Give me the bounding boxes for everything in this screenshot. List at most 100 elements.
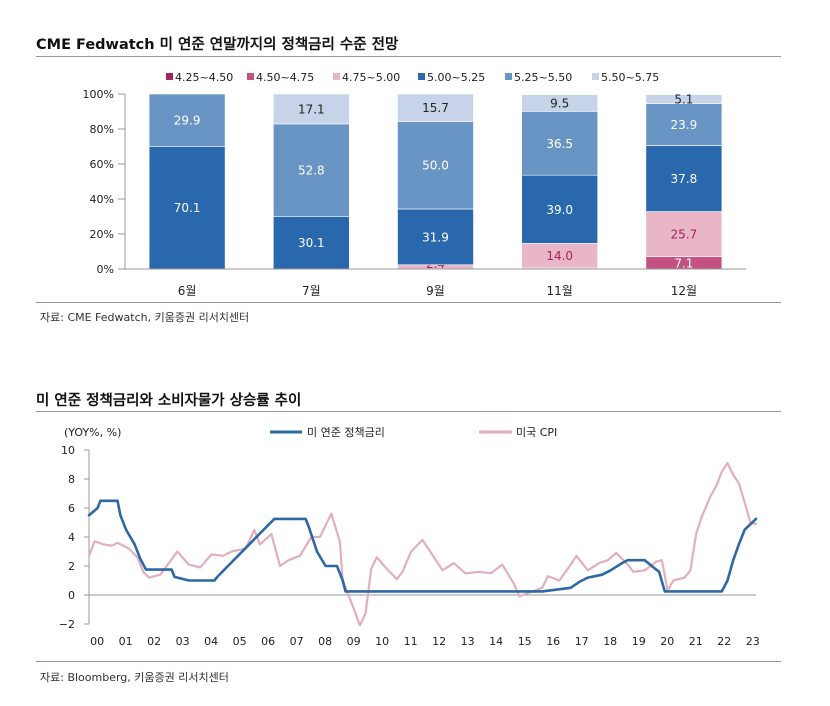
bar-data-label: 70.1 — [174, 201, 201, 215]
bar-data-label: 9.5 — [550, 97, 569, 111]
legend-swatch-3 — [333, 73, 340, 80]
bar-segment — [521, 174, 599, 244]
y-tick-label: 40% — [90, 193, 114, 206]
y-tick-label: 80% — [90, 123, 114, 136]
fed-rate-line — [87, 499, 758, 593]
x-tick-label: 11 — [404, 635, 418, 648]
x-tick-label: 10 — [375, 635, 389, 648]
x-tick-label: 20 — [660, 635, 674, 648]
bar-segment — [397, 208, 474, 266]
bar-data-label: 5.1 — [674, 93, 693, 107]
y-tick-label: 6 — [68, 502, 75, 515]
legend-label-fed: 미 연준 정책금리 — [307, 426, 385, 439]
y-tick-label: 20% — [90, 228, 114, 241]
line-chart-title: 미 연준 정책금리와 소비자물가 상승률 추이 — [36, 393, 302, 409]
x-tick-label: 22 — [717, 635, 731, 648]
legend-label-6: 5.50~5.75 — [601, 71, 659, 84]
y-tick-label: 60% — [90, 158, 114, 171]
x-tick-label: 03 — [176, 635, 190, 648]
bar-chart-title: CME Fedwatch 미 연준 연말까지의 정책금리 수준 전망 — [36, 37, 399, 53]
x-tick-label: 09 — [347, 635, 361, 648]
y-tick-label: 8 — [68, 473, 75, 486]
bar-data-label: 31.9 — [422, 230, 449, 244]
bar-data-label: 17.1 — [298, 102, 325, 116]
bar-segment — [148, 93, 226, 147]
x-tick-label: 11월 — [547, 284, 573, 298]
bar-data-label: 23.9 — [671, 118, 698, 132]
y-tick-label: 4 — [68, 531, 75, 544]
stacked-bar-chart: 4.25~4.50 4.50~4.75 4.75~5.00 5.00~5.25 5.25… — [83, 71, 746, 298]
legend-label-4: 5.00~5.25 — [427, 71, 485, 84]
bar-data-label: 37.8 — [671, 172, 698, 186]
bar-segment — [272, 93, 350, 125]
bar-segment — [521, 243, 599, 269]
bar-chart-source: 자료: CME Fedwatch, 키움증권 리서치센터 — [40, 311, 250, 324]
bar-data-label: 7.1 — [674, 256, 693, 270]
x-tick-label: 19 — [632, 635, 646, 648]
bar-data-label: 52.8 — [298, 164, 325, 178]
bar-segment — [272, 216, 350, 270]
y-axis-label: (YOY%, %) — [64, 426, 121, 439]
bar-data-label: 15.7 — [422, 101, 449, 115]
bar-segment — [397, 121, 474, 210]
line-chart-bottom-rule — [36, 661, 781, 662]
x-tick-label: 06 — [261, 635, 275, 648]
legend-label-3: 4.75~5.00 — [342, 71, 400, 84]
x-tick-label: 13 — [461, 635, 475, 648]
x-tick-label: 08 — [318, 635, 332, 648]
bar-data-label: 36.5 — [546, 137, 573, 151]
x-tick-label: 07 — [290, 635, 304, 648]
x-tick-label: 15 — [518, 635, 532, 648]
bar-chart-top-rule — [36, 56, 781, 57]
bar-segment — [272, 123, 350, 217]
legend-label-1: 4.25~4.50 — [175, 71, 233, 84]
bar-segment — [645, 211, 723, 257]
bar-segment — [645, 94, 723, 104]
x-tick-label: 12월 — [671, 284, 697, 298]
legend-label-cpi: 미국 CPI — [516, 426, 557, 439]
bar-segment — [521, 94, 599, 112]
x-tick-label: 17 — [575, 635, 589, 648]
legend-swatch-5 — [505, 73, 512, 80]
x-tick-label: 01 — [119, 635, 133, 648]
x-tick-label: 6월 — [178, 284, 197, 298]
legend-swatch-2 — [247, 73, 254, 80]
x-tick-label: 21 — [689, 635, 703, 648]
x-tick-label: 02 — [147, 635, 161, 648]
x-tick-label: 05 — [233, 635, 247, 648]
legend-label-2: 4.50~4.75 — [256, 71, 314, 84]
x-tick-label: 18 — [603, 635, 617, 648]
bar-chart-bottom-rule — [36, 302, 781, 303]
x-tick-label: 04 — [204, 635, 218, 648]
x-tick-label: 16 — [546, 635, 560, 648]
y-tick-label: 0% — [97, 263, 114, 276]
y-tick-label: −2 — [59, 618, 75, 631]
cpi-line — [87, 462, 758, 627]
y-tick-label: 100% — [83, 88, 114, 101]
legend-swatch-1 — [166, 73, 173, 80]
y-tick-label: 2 — [68, 560, 75, 573]
x-tick-label: 00 — [90, 635, 104, 648]
legend-label-5: 5.25~5.50 — [514, 71, 572, 84]
bar-data-label: 39.0 — [546, 203, 573, 217]
y-tick-label: 0 — [68, 589, 75, 602]
legend-swatch-6 — [592, 73, 599, 80]
x-tick-label: 9월 — [426, 284, 445, 298]
line-chart-top-rule — [36, 411, 781, 412]
legend-swatch-4 — [418, 73, 425, 80]
bar-segment — [397, 93, 474, 122]
bar-data-label: 29.9 — [174, 114, 201, 128]
bar-data-label: 25.7 — [671, 228, 698, 242]
line-chart-source: 자료: Bloomberg, 키움증권 리서치센터 — [40, 671, 229, 684]
x-tick-label: 23 — [746, 635, 760, 648]
x-tick-label: 14 — [489, 635, 503, 648]
bar-data-label: 30.1 — [298, 236, 325, 250]
bar-segment — [645, 145, 723, 212]
bar-segment — [521, 111, 599, 176]
bar-segment — [645, 103, 723, 146]
x-tick-label: 12 — [432, 635, 446, 648]
x-tick-label: 7월 — [302, 284, 321, 298]
y-tick-label: 10 — [61, 444, 75, 457]
bar-data-label: 14.0 — [546, 249, 573, 263]
